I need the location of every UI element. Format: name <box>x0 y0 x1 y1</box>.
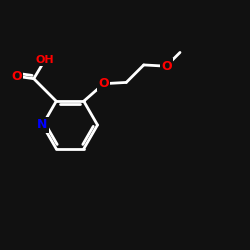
Text: OH: OH <box>36 55 54 65</box>
Text: O: O <box>98 77 109 90</box>
Text: O: O <box>11 70 22 83</box>
Text: N: N <box>37 118 48 132</box>
Text: O: O <box>161 60 172 73</box>
